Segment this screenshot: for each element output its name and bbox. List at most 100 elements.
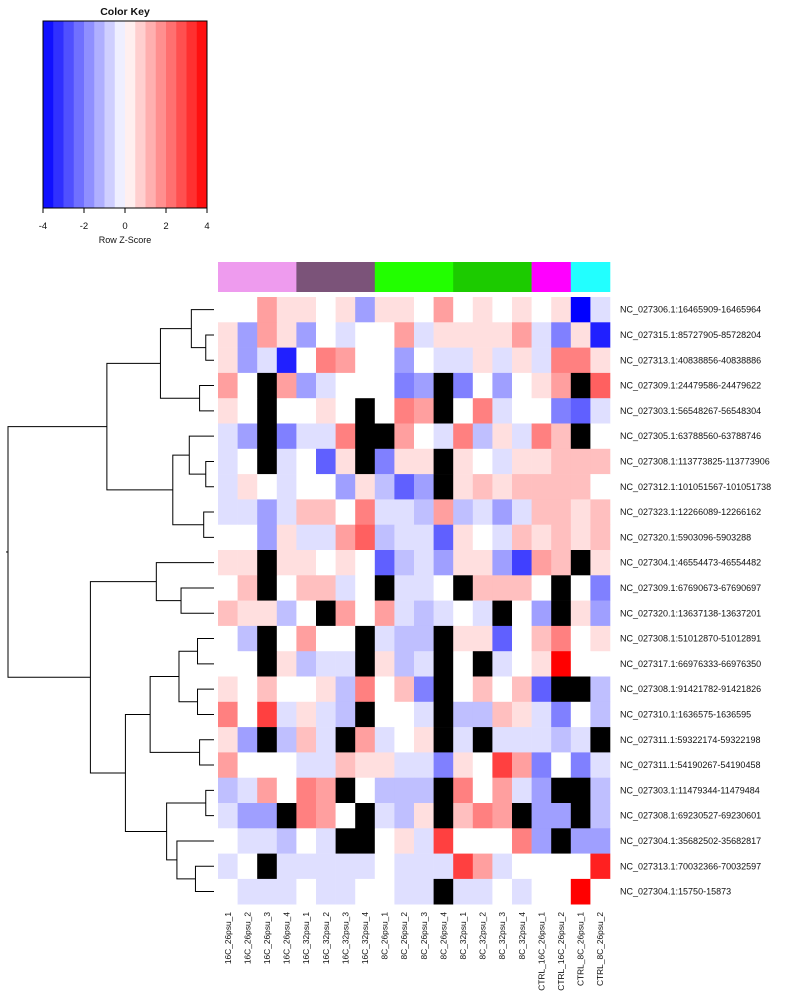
- color-key-tick-label: -2: [80, 221, 88, 232]
- heatmap-cell: [218, 448, 238, 475]
- heatmap-cell: [237, 600, 258, 627]
- heatmap-cell: [551, 322, 572, 348]
- heatmap-cell: [590, 372, 611, 399]
- heatmap-cell: [414, 625, 434, 652]
- heatmap-cell: [394, 803, 415, 829]
- heatmap-cell: [218, 752, 238, 778]
- heatmap-cell: [414, 803, 434, 829]
- row-dendrogram: [6, 309, 214, 893]
- dendrogram-branch: [197, 688, 214, 715]
- row-label: NC_027323.1:12266089-12266162: [620, 507, 761, 517]
- heatmap-cell: [570, 524, 591, 551]
- heatmap-cell: [453, 448, 474, 475]
- heatmap-cell: [551, 575, 572, 601]
- heatmap-cell: [453, 777, 474, 804]
- heatmap-cell: [374, 398, 395, 424]
- heatmap-cell: [512, 423, 532, 450]
- heatmap-cell: [472, 727, 493, 753]
- heatmap-cell: [433, 474, 454, 500]
- heatmap-cell: [237, 524, 258, 551]
- heatmap-cell: [472, 828, 493, 854]
- row-label: NC_027309.1:24479586-24479622: [620, 381, 761, 391]
- heatmap-cell: [531, 322, 552, 348]
- column-label: 8C_32psu_4: [517, 912, 527, 960]
- heatmap-cell: [394, 777, 415, 804]
- heatmap-cell: [492, 803, 513, 829]
- heatmap-cell: [531, 347, 552, 374]
- heatmap-cell: [374, 853, 395, 880]
- heatmap-cell: [316, 878, 336, 905]
- heatmap-cell: [237, 676, 258, 703]
- color-key-bin: [94, 21, 105, 208]
- heatmap-cell: [257, 550, 278, 576]
- heatmap-cell: [453, 752, 474, 778]
- heatmap-cell: [276, 448, 297, 475]
- column-side-color: [570, 262, 611, 292]
- heatmap-cell: [492, 701, 513, 728]
- heatmap-cell: [276, 499, 297, 525]
- dendrogram-branch: [190, 309, 214, 349]
- heatmap-cell: [394, 347, 415, 374]
- heatmap-cell: [570, 600, 591, 627]
- dendrogram-branch: [149, 676, 200, 753]
- heatmap-cell: [472, 524, 493, 551]
- heatmap-cell: [492, 878, 513, 905]
- heatmap-cell: [394, 727, 415, 753]
- heatmap-cell: [257, 878, 278, 905]
- dendrogram-branch: [7, 426, 107, 678]
- heatmap-cell: [374, 372, 395, 399]
- heatmap-cell: [237, 499, 258, 525]
- heatmap-cell: [453, 727, 474, 753]
- dendrogram-branch: [197, 638, 214, 665]
- heatmap-cell: [433, 297, 454, 323]
- heatmap-cell: [276, 828, 297, 854]
- heatmap-cell: [531, 423, 552, 450]
- heatmap-cell: [472, 853, 493, 880]
- heatmap-cell: [218, 347, 238, 374]
- heatmap-cell: [276, 575, 297, 601]
- column-label: 16C_26psu_2: [242, 912, 252, 964]
- heatmap-cell: [570, 423, 591, 450]
- heatmap-cell: [492, 651, 513, 677]
- heatmap-cell: [296, 878, 317, 905]
- heatmap-cell: [433, 448, 454, 475]
- heatmap-cell: [276, 550, 297, 576]
- heatmap-cell: [453, 676, 474, 703]
- heatmap-cell: [453, 322, 474, 348]
- heatmap-cell: [374, 828, 395, 854]
- heatmap-cell: [237, 322, 258, 348]
- heatmap-cell: [551, 423, 572, 450]
- heatmap-cell: [551, 550, 572, 576]
- heatmap-cell: [218, 625, 238, 652]
- heatmap-cell: [531, 297, 552, 323]
- heatmap-cell: [296, 398, 317, 424]
- heatmap-cell: [316, 651, 336, 677]
- heatmap-cell: [492, 550, 513, 576]
- heatmap-cell: [570, 803, 591, 829]
- heatmap-cell: [257, 600, 278, 627]
- heatmap-cell: [512, 499, 532, 525]
- heatmap-cell: [276, 600, 297, 627]
- heatmap-cell: [374, 651, 395, 677]
- heatmap-cell: [414, 297, 434, 323]
- heatmap-cell: [335, 727, 356, 753]
- row-label: NC_027320.1:13637138-13637201: [620, 608, 761, 618]
- heatmap-cell: [590, 878, 611, 905]
- heatmap-cell: [590, 752, 611, 778]
- heatmap-cell: [218, 575, 238, 601]
- heatmap-cell: [551, 625, 572, 652]
- heatmap-cell: [531, 853, 552, 880]
- heatmap-cell: [394, 499, 415, 525]
- heatmap-cell: [316, 372, 336, 399]
- heatmap-cell: [374, 474, 395, 500]
- heatmap-cell: [414, 752, 434, 778]
- heatmap-cell: [276, 651, 297, 677]
- heatmap-cell: [472, 448, 493, 475]
- heatmap-cell: [257, 828, 278, 854]
- heatmap-cell: [531, 474, 552, 500]
- heatmap-cell: [433, 727, 454, 753]
- heatmap-cell: [296, 651, 317, 677]
- heatmap-cell: [453, 499, 474, 525]
- row-label: NC_027315.1:85727905-85728204: [620, 330, 761, 340]
